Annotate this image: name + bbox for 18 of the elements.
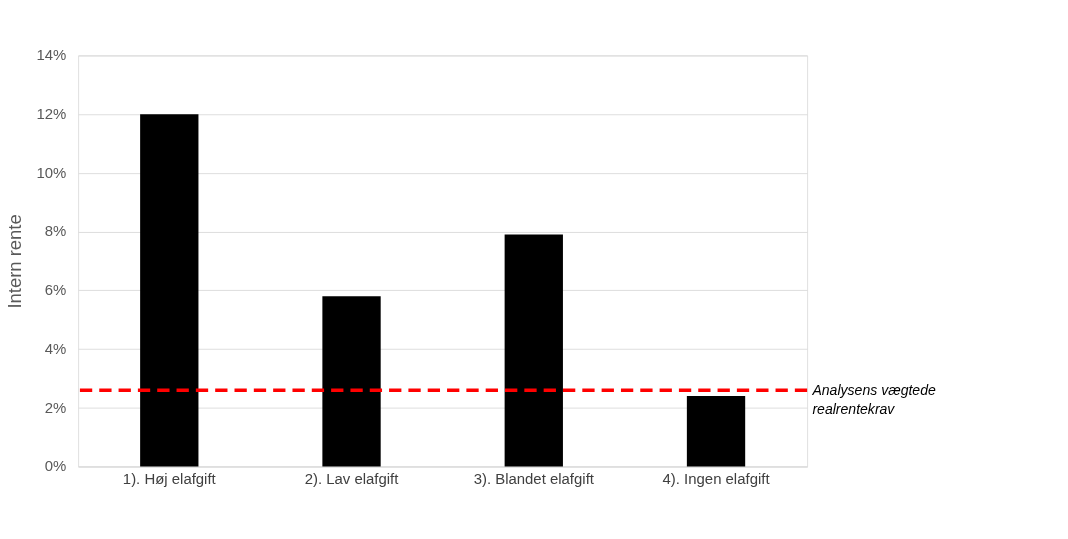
bar bbox=[322, 296, 381, 467]
y-axis-title: Intern rente bbox=[3, 214, 25, 309]
y-tick-label: 12% bbox=[36, 105, 67, 123]
y-tick-label: 2% bbox=[44, 398, 67, 416]
y-tick-label: 4% bbox=[44, 339, 67, 357]
y-tick-label: 14% bbox=[36, 46, 67, 64]
x-tick-label: 3). Blandet elafgift bbox=[473, 469, 595, 487]
y-tick-label: 10% bbox=[36, 163, 67, 181]
x-tick-label: 2). Lav elafgift bbox=[304, 469, 400, 487]
bar bbox=[140, 114, 199, 467]
y-tick-label: 0% bbox=[44, 457, 67, 475]
x-tick-label: 4). Ingen elafgift bbox=[662, 469, 771, 487]
ref-line-label: Analysens vægtede realrentekrav bbox=[811, 381, 936, 417]
bar bbox=[504, 234, 563, 467]
bar bbox=[686, 396, 746, 467]
y-tick-label: 8% bbox=[44, 222, 67, 240]
x-tick-label: 1). Høj elafgift bbox=[122, 469, 217, 487]
y-tick-label: 6% bbox=[44, 281, 67, 299]
